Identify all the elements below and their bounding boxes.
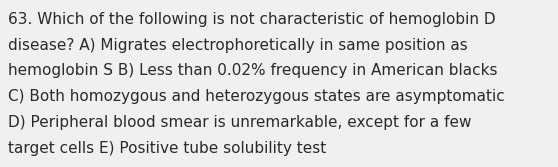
Text: disease? A) Migrates electrophoretically in same position as: disease? A) Migrates electrophoretically… [8,38,468,53]
Text: target cells E) Positive tube solubility test: target cells E) Positive tube solubility… [8,141,326,156]
Text: C) Both homozygous and heterozygous states are asymptomatic: C) Both homozygous and heterozygous stat… [8,89,505,104]
Text: 63. Which of the following is not characteristic of hemoglobin D: 63. Which of the following is not charac… [8,12,496,27]
Text: D) Peripheral blood smear is unremarkable, except for a few: D) Peripheral blood smear is unremarkabl… [8,115,472,130]
Text: hemoglobin S B) Less than 0.02% frequency in American blacks: hemoglobin S B) Less than 0.02% frequenc… [8,63,498,78]
